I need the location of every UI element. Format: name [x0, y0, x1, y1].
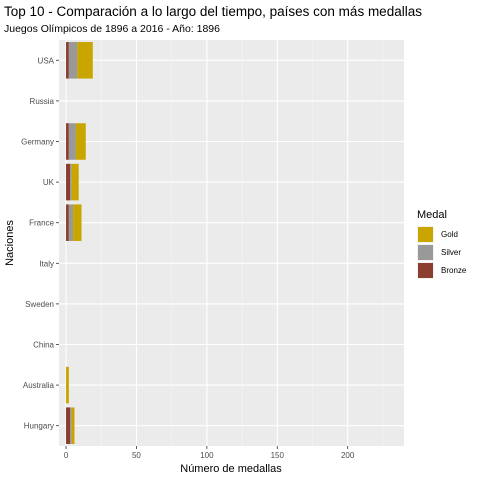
legend-swatch-silver	[418, 245, 433, 260]
bar-silver	[68, 204, 74, 241]
x-tick-label: 200	[341, 451, 355, 460]
bar-silver	[70, 407, 72, 444]
plot-panel	[59, 40, 404, 446]
bar-gold	[75, 123, 86, 160]
bar-bronze	[66, 407, 71, 444]
x-tick-labels: 0 50 100 150 200	[64, 446, 355, 460]
bar-gold	[66, 366, 69, 404]
legend-swatch-gold	[418, 227, 433, 242]
bar-silver	[68, 42, 78, 79]
y-tick-labels: USA Russia Germany UK France Italy Sweden China…	[21, 56, 59, 431]
y-tick-label: Hungary	[24, 422, 54, 431]
y-tick-label: China	[33, 341, 54, 350]
bar-bronze	[66, 204, 69, 241]
chart-title: Top 10 - Comparación a lo largo del tiem…	[4, 4, 422, 19]
bar-silver	[70, 163, 72, 201]
y-tick-label: Russia	[30, 97, 55, 106]
bar-gold	[77, 42, 93, 79]
bar-bronze	[66, 163, 71, 201]
chart-subtitle: Juegos Olímpicos de 1896 a 2016 - Año: 1…	[4, 23, 220, 35]
y-tick-label: Italy	[39, 259, 54, 268]
x-tick-label: 50	[132, 451, 141, 460]
bar-gold	[71, 163, 79, 201]
x-tick-label: 100	[200, 451, 214, 460]
legend-label-gold: Gold	[441, 230, 458, 239]
grid-lines	[59, 40, 404, 446]
bar-bronze	[66, 42, 69, 79]
y-tick-label: Germany	[21, 138, 54, 147]
bar-gold	[73, 204, 82, 241]
y-tick-label: France	[29, 219, 54, 228]
legend-label-silver: Silver	[441, 248, 461, 257]
legend-swatch-bronze	[418, 263, 433, 278]
x-tick-label: 0	[64, 451, 69, 460]
bar-bronze	[66, 123, 69, 160]
legend-title: Medal	[417, 209, 447, 221]
y-tick-label: Sweden	[25, 300, 54, 309]
legend: Gold Silver Bronze	[417, 226, 467, 279]
y-tick-label: Australia	[23, 381, 55, 390]
bars	[66, 42, 93, 444]
bar-silver	[68, 123, 76, 160]
bar-gold	[71, 407, 75, 444]
legend-label-bronze: Bronze	[441, 266, 467, 275]
y-axis-title: Naciones	[4, 220, 16, 266]
y-tick-label: UK	[43, 178, 55, 187]
x-tick-label: 150	[271, 451, 285, 460]
x-axis-title: Número de medallas	[180, 463, 282, 475]
y-tick-label: USA	[38, 56, 55, 65]
